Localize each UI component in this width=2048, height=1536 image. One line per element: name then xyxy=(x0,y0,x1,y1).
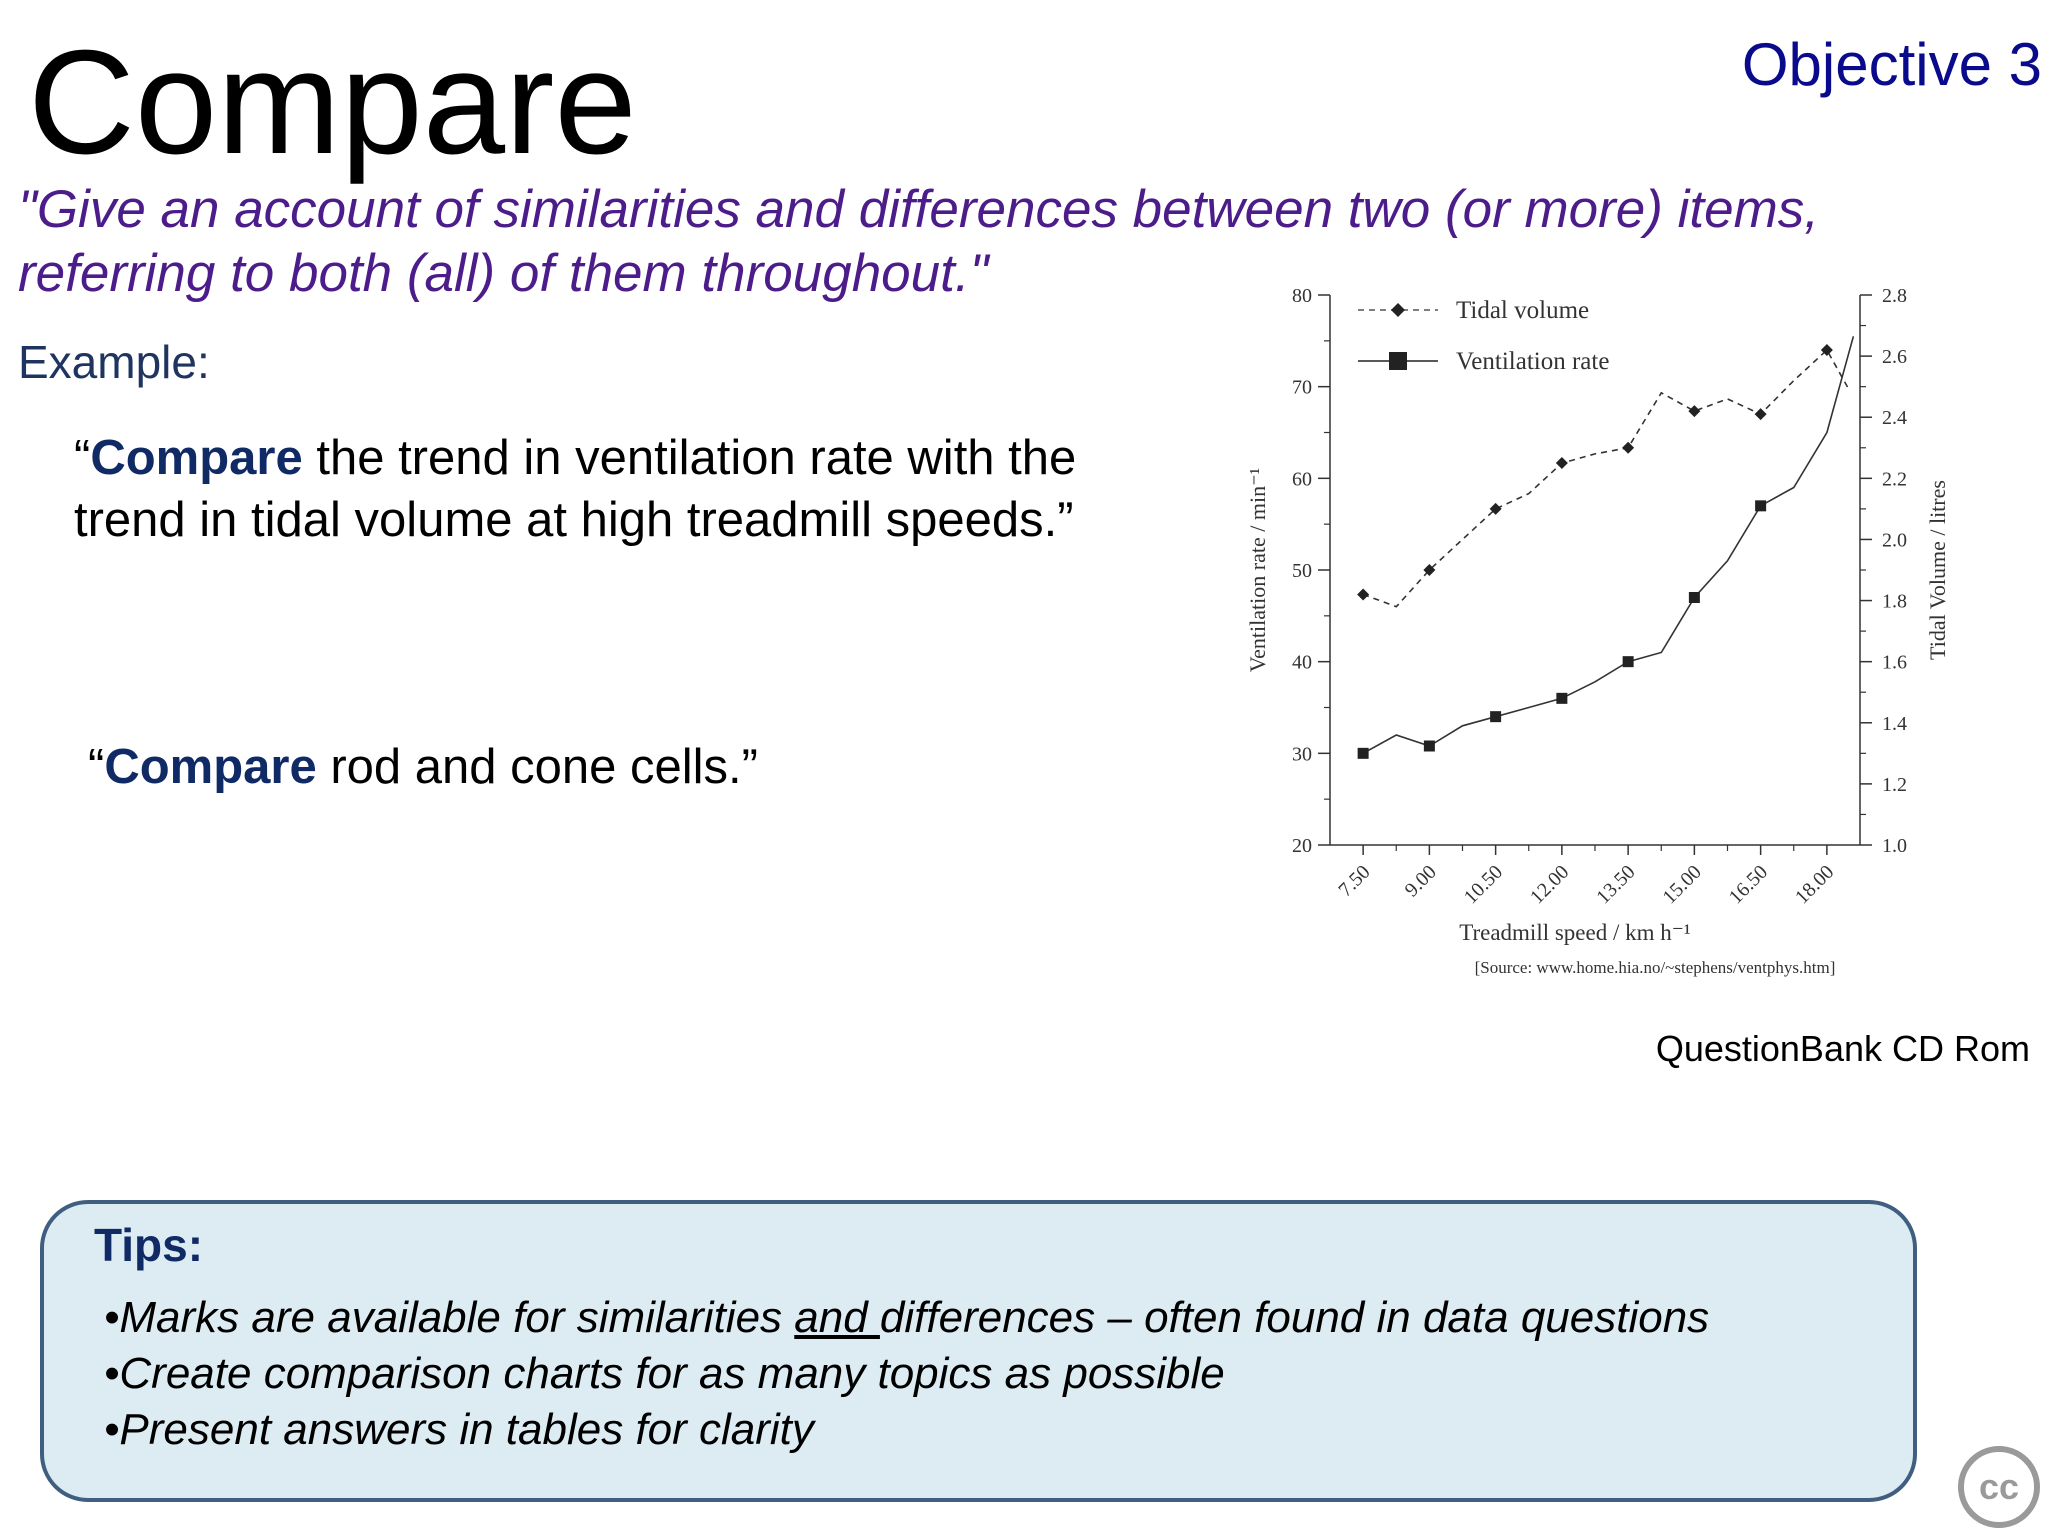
chart-y2-axis-label: Tidal Volume / litres xyxy=(1925,480,1950,660)
command-term: Compare xyxy=(104,740,317,794)
tidal-volume-point xyxy=(1423,564,1436,576)
chart-x-axis-label: Treadmill speed / km h⁻¹ xyxy=(1459,920,1691,945)
ventilation-rate-line xyxy=(1362,336,1855,755)
ventilation-rate-point xyxy=(1755,500,1767,512)
legend-square-marker xyxy=(1389,352,1407,370)
tips-title: Tips: xyxy=(94,1219,204,1271)
chart-y2-tick-label: 1.2 xyxy=(1882,774,1907,796)
question-text: rod and cone cells.” xyxy=(316,740,758,794)
chart-x-tick-label: 7.50 xyxy=(1334,861,1374,901)
chart-x-tick-label: 13.50 xyxy=(1592,861,1639,908)
tip-underlined-text: and xyxy=(794,1293,880,1342)
tip-text: differences – often found in data questi… xyxy=(879,1293,1710,1342)
chart-x-tick-label: 10.50 xyxy=(1460,861,1507,908)
chart-x-tick-label: 16.50 xyxy=(1725,861,1772,908)
chart-y2-tick-label: 2.4 xyxy=(1882,407,1907,429)
open-quote: “ xyxy=(74,431,91,485)
chart-x-tick-label: 18.00 xyxy=(1791,861,1838,908)
chart-source-note: [Source: www.home.hia.no/~stephens/ventp… xyxy=(1475,958,1836,977)
legend-diamond-marker xyxy=(1391,303,1405,317)
chart-x-tick-label: 9.00 xyxy=(1401,861,1441,901)
ventilation-rate-point xyxy=(1688,592,1700,603)
chart-y2-tick-label: 2.2 xyxy=(1882,468,1907,490)
chart-y2-tick-label: 1.0 xyxy=(1882,835,1907,857)
chart-y-tick-label: 70 xyxy=(1292,377,1312,399)
tip-text: •Marks are available for similarities xyxy=(104,1293,795,1342)
chart-y-axis-label: Ventilation rate / min⁻¹ xyxy=(1245,468,1270,673)
chart-x-tick-label: 15.00 xyxy=(1659,861,1706,908)
ventilation-rate-point xyxy=(1556,692,1568,704)
example-question-2: “Compare rod and cone cells.” xyxy=(88,736,758,798)
ventilation-rate-point xyxy=(1423,740,1435,752)
tip-item: •Create comparison charts for as many to… xyxy=(104,1349,1225,1398)
chart-x-tick-label: 12.00 xyxy=(1526,861,1573,908)
creative-commons-icon: cc xyxy=(1958,1446,2040,1528)
tip-item: •Marks are available for similarities an… xyxy=(104,1290,1709,1346)
chart-y-tick-label: 20 xyxy=(1292,835,1312,857)
tidal-volume-point xyxy=(1820,344,1833,356)
source-credit: QuestionBank CD Rom xyxy=(1655,1028,2030,1069)
tip-item: •Present answers in tables for clarity xyxy=(104,1405,814,1454)
chart-y2-tick-label: 2.6 xyxy=(1882,346,1907,368)
example-question-1: “Compare the trend in ventilation rate w… xyxy=(74,427,1174,551)
example-label: Example: xyxy=(18,336,210,388)
tidal-volume-point xyxy=(1357,588,1370,601)
tidal-volume-point xyxy=(1489,502,1502,515)
tidal-volume-point xyxy=(1754,408,1767,421)
question-text: the trend in ventilation rate with the t… xyxy=(74,431,1077,547)
ventilation-rate-point xyxy=(1490,711,1502,723)
tidal-volume-point xyxy=(1688,405,1701,418)
tips-box: Tips: •Marks are available for similarit… xyxy=(40,1200,1917,1502)
objective-label: Objective 3 xyxy=(1741,31,2042,98)
ventilation-tidal-volume-chart: 20 30 40 50 60 70 80 1.0 1.2 1.4 1.6 1.8 2.0 2.2 2.4 2.… xyxy=(1245,285,1950,977)
command-term: Compare xyxy=(90,431,303,485)
page-title: Compare xyxy=(28,20,637,185)
chart-y2-tick-label: 1.4 xyxy=(1882,713,1907,735)
ventilation-rate-point xyxy=(1357,747,1369,759)
chart-y2-tick-label: 1.8 xyxy=(1882,591,1907,613)
ventilation-rate-point xyxy=(1622,656,1634,668)
definition-text: "Give an account of similarities and dif… xyxy=(18,180,1819,303)
chart-y2-tick-label: 2.8 xyxy=(1882,285,1907,307)
tidal-volume-line xyxy=(1362,348,1850,608)
open-quote: “ xyxy=(88,740,105,794)
tips-list: •Marks are available for similarities an… xyxy=(104,1290,1709,1458)
chart-y-tick-label: 60 xyxy=(1292,468,1312,490)
chart-y-tick-label: 30 xyxy=(1292,743,1312,765)
chart-y2-tick-label: 2.0 xyxy=(1882,529,1907,551)
tidal-volume-point xyxy=(1555,457,1568,470)
chart-y-tick-label: 80 xyxy=(1292,285,1312,307)
tidal-volume-point xyxy=(1622,441,1635,454)
chart-y-tick-label: 50 xyxy=(1292,560,1312,582)
chart-y2-tick-label: 1.6 xyxy=(1882,652,1907,674)
chart-y-tick-label: 40 xyxy=(1292,652,1312,674)
legend-label: Ventilation rate xyxy=(1456,348,1609,375)
legend-label: Tidal volume xyxy=(1456,297,1589,324)
